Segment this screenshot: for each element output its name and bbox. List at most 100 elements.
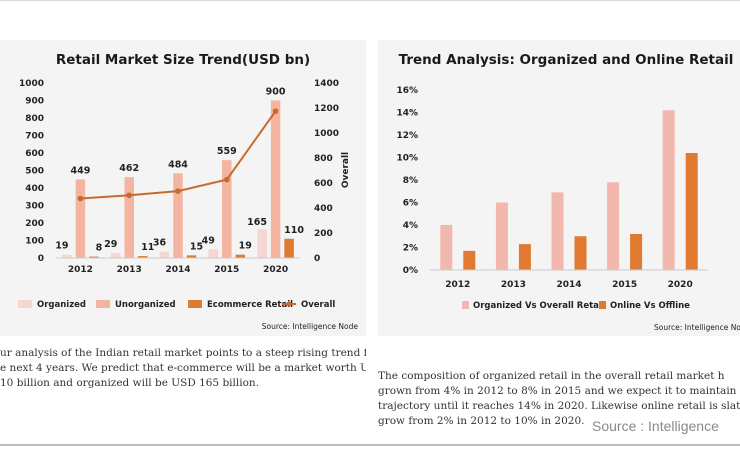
right-y-tick-label: 200	[314, 229, 333, 239]
y-tick-label: 4%	[403, 221, 418, 231]
bar-organized	[159, 251, 170, 258]
left-y-tick-label: 400	[25, 184, 44, 194]
y-tick-label: 10%	[396, 154, 418, 164]
legend-swatch-online-vs-offline	[599, 301, 606, 309]
legend-label-unorganized: Unorganized	[115, 300, 176, 310]
chart-source: Source: Intelligence Node	[654, 323, 740, 332]
bar-unorganized	[124, 177, 134, 258]
y-tick-label: 8%	[403, 176, 418, 186]
x-tick-label: 2013	[501, 280, 526, 290]
bar-organized-vs-overall-retail	[495, 202, 508, 270]
x-tick-label: 2020	[668, 280, 693, 290]
left-description: ur analysis of the Indian retail market …	[0, 346, 366, 391]
data-label-organized: 36	[153, 238, 167, 249]
x-tick-label: 2014	[556, 280, 581, 290]
data-label-ecommerce-retail: 15	[190, 241, 203, 252]
data-label-ecommerce-retail: 11	[141, 242, 154, 253]
top-divider	[0, 0, 740, 1]
legend-swatch-unorganized	[96, 300, 110, 308]
bar-unorganized	[75, 179, 86, 258]
data-label-ecommerce-retail: 8	[96, 243, 103, 254]
chart-title: Retail Market Size Trend(USD bn)	[56, 52, 310, 68]
legend-marker-overall	[286, 301, 292, 307]
bar-organized-vs-overall-retail	[607, 182, 620, 270]
chart-title: Trend Analysis: Organized and Online Ret…	[399, 52, 734, 68]
right-y-tick-label: 400	[314, 204, 333, 214]
data-label-organized: 29	[104, 239, 117, 250]
bar-organized	[257, 229, 267, 258]
right-y-tick-label: 1400	[314, 79, 339, 89]
bar-organized-vs-overall-retail	[440, 225, 453, 270]
x-tick-label: 2015	[214, 265, 239, 275]
trend-analysis-chart-panel: Trend Analysis: Organized and Online Ret…	[378, 40, 740, 336]
y-tick-label: 2%	[403, 244, 418, 254]
right-y-tick-label: 1000	[314, 129, 339, 139]
right-y-tick-label: 1200	[314, 104, 339, 114]
bar-organized	[62, 254, 72, 258]
right-description-line: grow from 2% in 2012 to 10% in 2020.	[378, 415, 585, 427]
bar-online-vs-offline	[685, 153, 698, 270]
left-y-tick-label: 200	[25, 219, 44, 229]
bar-unorganized	[270, 100, 281, 258]
bar-online-vs-offline	[463, 250, 476, 270]
x-tick-label: 2020	[263, 265, 288, 275]
bar-online-vs-offline	[518, 244, 531, 270]
right-description: The composition of organized retail in t…	[378, 369, 740, 429]
y-tick-label: 6%	[403, 199, 418, 209]
chart-source: Source: Intelligence Node	[262, 322, 359, 331]
point-overall	[224, 176, 230, 183]
x-tick-label: 2014	[165, 265, 190, 275]
legend-label-ecommerce-retail: Ecommerce Retail	[207, 300, 293, 310]
bar-ecommerce-retail	[89, 256, 99, 258]
data-label-organized: 19	[55, 241, 68, 252]
right-description-line: grown from 4% in 2012 to 8% in 2015 and …	[378, 385, 740, 397]
left-y-tick-label: 900	[25, 97, 44, 107]
left-description-line: ur analysis of the Indian retail market …	[0, 347, 366, 359]
left-y-tick-label: 300	[25, 202, 44, 212]
y-tick-label: 0%	[403, 266, 418, 276]
left-description-line: 10 billion and organized will be USD 165…	[0, 377, 260, 389]
y-tick-label: 12%	[396, 131, 418, 141]
right-description-line: The composition of organized retail in t…	[378, 370, 725, 382]
left-y-tick-label: 100	[25, 237, 44, 247]
y-tick-label: 14%	[396, 109, 418, 119]
bar-ecommerce-retail	[137, 256, 148, 258]
y-tick-label: 16%	[396, 86, 418, 96]
bar-online-vs-offline	[630, 234, 643, 270]
left-y-tick-label: 1000	[19, 79, 44, 89]
data-label-unorganized: 449	[70, 165, 90, 176]
bar-ecommerce-retail	[235, 254, 246, 258]
right-y-axis-title: Overall	[341, 152, 351, 188]
bar-unorganized	[222, 160, 232, 258]
left-y-tick-label: 500	[25, 167, 44, 177]
retail-market-size-chart: Retail Market Size Trend(USD bn) 0 100 200 3…	[18, 52, 359, 331]
bar-ecommerce-retail	[186, 255, 197, 258]
data-label-unorganized: 900	[266, 87, 286, 98]
point-overall	[272, 108, 279, 114]
x-tick-label: 2012	[445, 280, 470, 290]
bar-organized	[208, 249, 219, 258]
legend-label-organized: Organized	[37, 300, 86, 310]
legend-swatch-organized-vs-overall-retail	[462, 301, 469, 309]
bar-organized	[110, 252, 121, 258]
legend-label-overall: Overall	[301, 300, 335, 310]
retail-market-size-chart-panel: Retail Market Size Trend(USD bn) 0 100 200 3…	[0, 40, 366, 336]
source-watermark: Source : Intelligence	[592, 418, 719, 434]
data-label-ecommerce-retail: 19	[239, 241, 252, 252]
data-label-ecommerce-retail: 110	[284, 225, 304, 236]
legend-swatch-organized	[18, 300, 32, 308]
x-tick-label: 2015	[612, 280, 637, 290]
trend-analysis-chart: Trend Analysis: Organized and Online Ret…	[396, 52, 740, 332]
bar-organized-vs-overall-retail	[551, 192, 564, 270]
point-overall	[77, 195, 84, 202]
right-y-tick-label: 0	[314, 254, 320, 264]
data-label-unorganized: 559	[217, 146, 237, 157]
point-overall	[175, 188, 181, 194]
data-label-organized: 165	[247, 217, 267, 228]
x-tick-label: 2012	[68, 265, 93, 275]
legend-label-organized-vs-overall-retail: Organized Vs Overall Retail	[473, 301, 605, 311]
left-y-tick-label: 600	[25, 149, 44, 159]
data-label-unorganized: 484	[168, 159, 188, 170]
left-description-line: e next 4 years. We predict that e-commer…	[0, 362, 366, 374]
x-tick-label: 2013	[117, 265, 142, 275]
